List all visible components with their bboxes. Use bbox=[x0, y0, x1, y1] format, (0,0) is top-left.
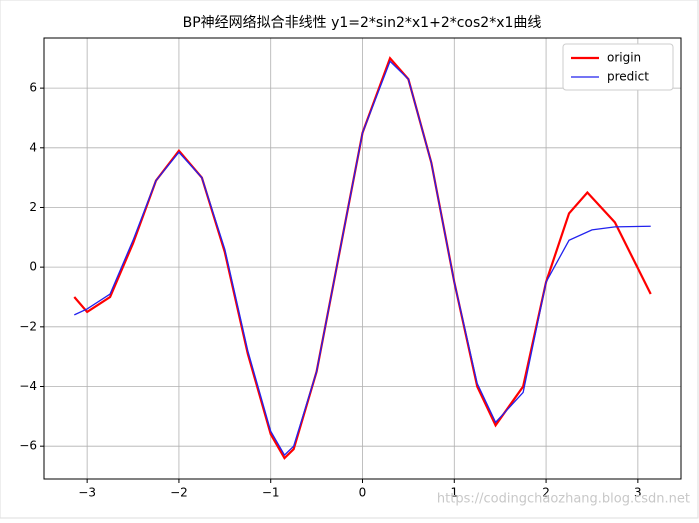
x-tick-label: 2 bbox=[542, 486, 550, 500]
x-tick-label: −2 bbox=[170, 486, 188, 500]
x-tick-label: 3 bbox=[634, 486, 642, 500]
legend-label: predict bbox=[607, 70, 649, 84]
y-tick-label: 2 bbox=[29, 200, 37, 214]
legend-box bbox=[562, 43, 674, 91]
x-tick-label: 0 bbox=[359, 486, 367, 500]
x-tick-label: −1 bbox=[262, 486, 280, 500]
y-tick-label: 6 bbox=[29, 81, 37, 95]
plot-frame bbox=[43, 37, 682, 480]
watermark: https://codingchaozhang.blog.csdn.net bbox=[437, 492, 690, 507]
x-tick-label: −3 bbox=[78, 486, 96, 500]
y-tick-label: 0 bbox=[29, 260, 37, 274]
chart-title: BP神经网络拟合非线性 y1=2*sin2*x1+2*cos2*x1曲线 bbox=[183, 15, 542, 31]
y-tick-label: −6 bbox=[19, 439, 37, 453]
x-tick-label: 1 bbox=[450, 486, 458, 500]
line-series bbox=[74, 60, 651, 457]
y-tick-label: −4 bbox=[19, 379, 37, 393]
legend-label: origin bbox=[607, 51, 641, 65]
y-tick-label: 4 bbox=[29, 140, 37, 154]
y-tick-label: −2 bbox=[19, 319, 37, 333]
